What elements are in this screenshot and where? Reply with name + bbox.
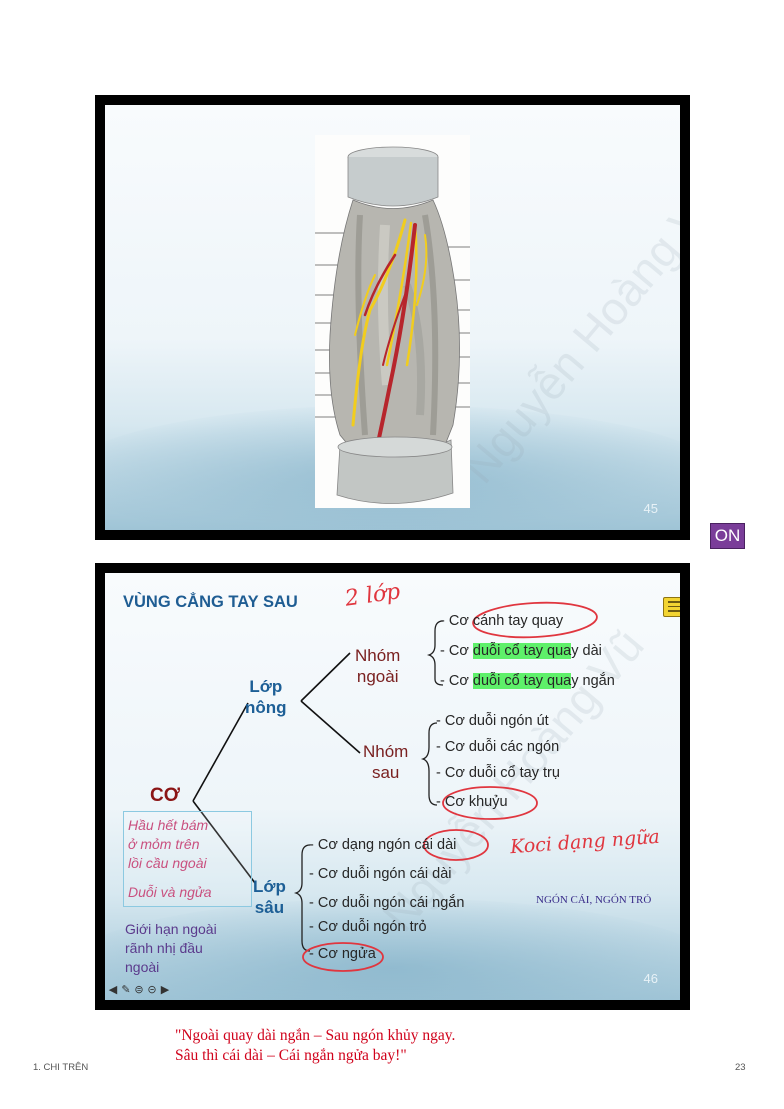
pen-icon[interactable]: ✎ xyxy=(121,983,131,996)
outer-item-1: - Cơ cánh tay quay xyxy=(440,613,564,629)
deep-layer-label: Lớp sâu xyxy=(253,877,286,917)
outer-group-label: Nhóm ngoài xyxy=(355,646,401,686)
deep-item-1: - Cơ dạng ngón cái dài xyxy=(309,837,457,853)
highlight-mark: duỗi cổ tay qua xyxy=(472,673,572,689)
origin-note-line-1: Hầu hết bám xyxy=(128,817,209,833)
slide-number: 45 xyxy=(643,501,658,516)
next-arrow-icon[interactable]: ▶ xyxy=(160,983,170,996)
posterior-group-label: Nhóm sau xyxy=(363,742,409,782)
mnemonic-quote: "Ngoài quay dài ngắn – Sau ngón khủy nga… xyxy=(175,1026,455,1066)
slideshow-nav: ◀ ✎ ⊜ ⊝ ▶ xyxy=(107,984,171,996)
origin-note-line-3: lồi cầu ngoài xyxy=(128,855,207,871)
side-note: NGÓN CÁI, NGÓN TRỎ xyxy=(536,894,652,906)
deep-item-4: - Cơ duỗi ngón trỏ xyxy=(309,919,427,935)
outer-item-3: - Cơ duỗi cổ tay quay ngắn xyxy=(440,673,615,689)
boundary-note-line-1: Giới hạn ngoài xyxy=(125,921,217,937)
slide-title: VÙNG CẲNG TAY SAU xyxy=(123,593,298,611)
slide-46-background: Nguyễn Hoàng Vũ VÙNG CẲNG TAY SAU xyxy=(105,573,680,1000)
menu-icon[interactable]: ⊜ xyxy=(134,983,144,996)
origin-note-line-2: ở mỏm trên xyxy=(128,836,200,852)
highlight-mark: duỗi cổ tay qua xyxy=(472,643,572,659)
posterior-item-3: - Cơ duỗi cổ tay trụ xyxy=(436,765,560,781)
slide-number: 46 xyxy=(643,971,658,986)
options-icon[interactable]: ⊝ xyxy=(147,983,157,996)
mnemonic-line-1: "Ngoài quay dài ngắn – Sau ngón khủy nga… xyxy=(175,1027,456,1044)
root-muscle-label: CƠ xyxy=(150,785,180,806)
origin-note-box xyxy=(123,811,252,907)
deep-item-5: - Cơ ngửa xyxy=(309,946,376,962)
forearm-anatomy-illustration xyxy=(315,135,470,508)
deep-item-3: - Cơ duỗi ngón cái ngắn xyxy=(309,895,465,911)
superficial-layer-label: Lớp nông xyxy=(245,677,287,717)
slide-wave-decoration xyxy=(105,898,680,1000)
posterior-item-2: - Cơ duỗi các ngón xyxy=(436,739,560,755)
mnemonic-line-2: Sâu thì cái dài – Cái ngắn ngửa bay!" xyxy=(175,1047,407,1064)
tree-connectors xyxy=(192,601,598,972)
boundary-note-line-2: rãnh nhị đầu xyxy=(125,940,203,956)
slide-46: Nguyễn Hoàng Vũ VÙNG CẲNG TAY SAU xyxy=(95,563,690,1010)
slide-45: Nguyễn Hoàng Vũ xyxy=(95,95,690,540)
posterior-item-1: - Cơ duỗi ngón út xyxy=(436,713,549,729)
posterior-item-4: - Cơ khuỷu xyxy=(436,794,508,810)
on-badge[interactable]: ON xyxy=(710,523,745,549)
boundary-note-line-3: ngoài xyxy=(125,959,160,975)
deep-item-2: - Cơ duỗi ngón cái dài xyxy=(309,866,452,882)
slide-45-background: Nguyễn Hoàng Vũ xyxy=(105,105,680,530)
outer-item-2: - Cơ duỗi cổ tay quay dài xyxy=(440,643,602,659)
comment-note-icon[interactable] xyxy=(663,597,680,617)
footer-page-number: 23 xyxy=(735,1062,746,1073)
footer-chapter: 1. CHI TRÊN xyxy=(33,1062,89,1073)
action-note: Duỗi và ngửa xyxy=(128,884,212,900)
previous-arrow-icon[interactable]: ◀ xyxy=(108,983,118,996)
